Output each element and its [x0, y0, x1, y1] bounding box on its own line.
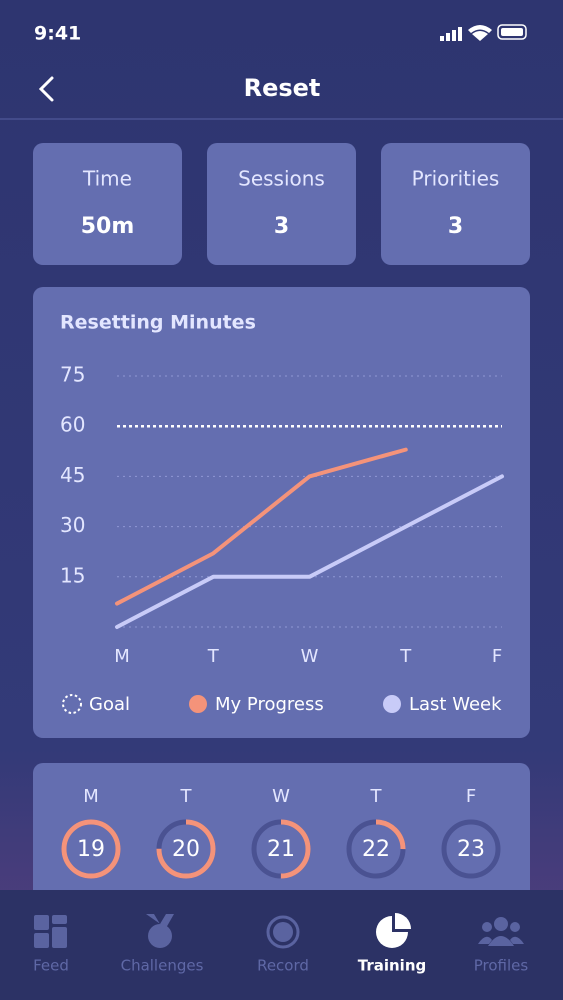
y-tick-label: 30	[60, 513, 85, 537]
chart: 15 30 45 60 75 M T W T F Goal My Progress Last Week	[60, 363, 504, 715]
status-time: 9:41	[34, 23, 81, 45]
header-title: Reset	[244, 74, 321, 102]
tab-bar	[0, 890, 563, 1000]
day-date: 22	[362, 837, 390, 862]
day-date: 19	[77, 837, 105, 862]
ring-progress	[346, 819, 406, 879]
day-date: 20	[172, 837, 200, 862]
record-icon	[266, 915, 300, 949]
day-label: T	[180, 786, 193, 807]
series-line	[115, 474, 504, 629]
x-tick-label: F	[492, 646, 502, 667]
stat-label: Priorities	[412, 167, 500, 191]
stat-card	[381, 143, 530, 265]
legend-label: Last Week	[409, 694, 502, 715]
profiles-icon	[478, 917, 524, 946]
ring-track	[441, 819, 501, 879]
days: M 19 T 20 W 21 T 22 F 23	[61, 786, 501, 879]
tab-icons	[34, 913, 524, 949]
day-label: T	[370, 786, 383, 807]
y-tick-label: 60	[60, 413, 85, 437]
legend-swatch	[383, 695, 401, 713]
x-tick-label: W	[301, 646, 319, 667]
tab-label[interactable]: Feed	[33, 957, 69, 975]
x-tick-label: M	[114, 646, 130, 667]
tab-label[interactable]: Challenges	[121, 957, 204, 975]
stat-card	[207, 143, 356, 265]
training-icon	[376, 913, 411, 948]
y-tick-label: 45	[60, 463, 85, 487]
days-card	[33, 763, 530, 900]
tab-label[interactable]: Profiles	[474, 957, 529, 975]
y-tick-label: 15	[60, 563, 85, 587]
day-label: M	[83, 786, 99, 807]
stat-value: 3	[448, 214, 463, 239]
series-line	[115, 447, 408, 606]
y-tick-label: 75	[60, 363, 85, 387]
legend-goal-swatch	[62, 694, 82, 714]
x-tick-label: T	[207, 646, 220, 667]
day-date: 21	[267, 837, 295, 862]
challenges-icon	[146, 914, 174, 948]
status-icons	[440, 24, 527, 41]
stat-label: Time	[82, 167, 132, 191]
stat-value: 50m	[81, 214, 135, 239]
ring-progress	[156, 819, 216, 879]
day-label: F	[466, 786, 476, 807]
tab-label[interactable]: Record	[257, 957, 309, 975]
x-tick-label: T	[399, 646, 412, 667]
stat-value: 3	[274, 214, 289, 239]
ring-progress	[251, 819, 311, 879]
legend-label: My Progress	[215, 694, 324, 715]
legend-swatch	[189, 695, 207, 713]
chart-card	[33, 287, 530, 738]
day-label: W	[272, 786, 290, 807]
day-date: 23	[457, 837, 485, 862]
back-button[interactable]	[38, 76, 54, 102]
tabs: Feed Challenges Record Training Profiles	[33, 957, 528, 975]
chart-title: Resetting Minutes	[60, 312, 256, 334]
feed-icon	[34, 915, 67, 948]
stat-card	[33, 143, 182, 265]
legend-label: Goal	[89, 694, 130, 715]
ring-progress	[61, 819, 121, 879]
tab-label-active[interactable]: Training	[358, 957, 426, 975]
stats: Time 50m Sessions 3 Priorities 3	[33, 143, 530, 265]
stat-label: Sessions	[238, 167, 325, 191]
